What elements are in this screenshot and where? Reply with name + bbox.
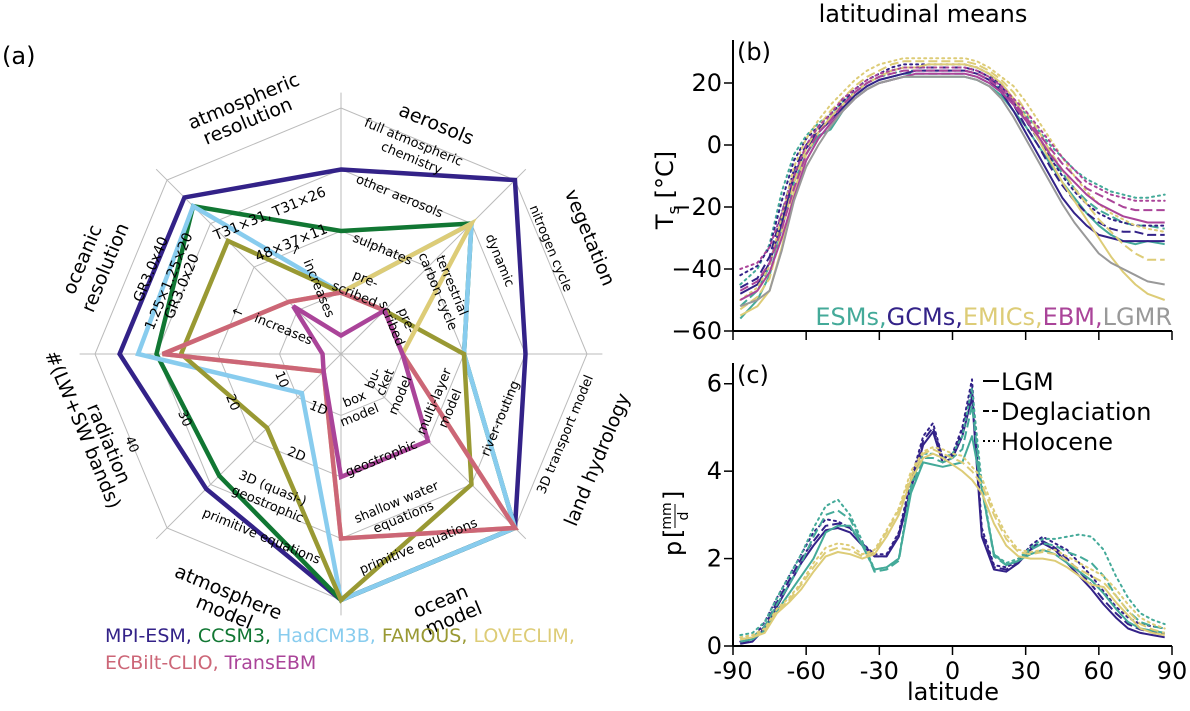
- radar-level-label: increases: [252, 311, 315, 349]
- series-line-emics-holocene: [739, 57, 1166, 301]
- radar-polygon-transebm: [291, 304, 431, 481]
- x-tick-label: 90: [1157, 657, 1188, 685]
- resolution-annotation-ccsm3: T31×26: [270, 184, 329, 221]
- radar-level-label: 40: [121, 434, 141, 455]
- y-tick-label: 0: [707, 131, 722, 159]
- radar-level-label: sulphates: [350, 231, 414, 269]
- legend-row: MPI-ESM, CCSM3, HadCM3B, FAMOUS, LOVECLI…: [105, 625, 575, 647]
- radar-legend: MPI-ESM, CCSM3, HadCM3B, FAMOUS, LOVECLI…: [105, 625, 575, 674]
- radar-level-label: ↑: [287, 242, 303, 260]
- y-axis-label-symbol: T: [651, 214, 679, 230]
- x-tick-label: 60: [1084, 657, 1115, 685]
- y-axis-label-unit: [°C]: [651, 151, 679, 206]
- radar-level-label: 10: [271, 369, 291, 390]
- legend-item-gcms: GCMs,: [887, 303, 963, 331]
- series-line-lgmr: [739, 75, 1165, 308]
- resolution-annotation-famous: 48×37×11: [253, 221, 330, 265]
- series-line-esms-lgm: [740, 435, 1165, 643]
- series-line-ebm-deglaciation: [739, 69, 1165, 292]
- y-tick-label: −40: [671, 255, 722, 283]
- radar-spoke: [155, 353, 342, 540]
- x-axis-label: latitude: [907, 678, 999, 706]
- y-axis-label: Ts [°C]: [651, 151, 683, 230]
- legend-item-transebm: TransEBM: [219, 652, 317, 674]
- y-axis-label-numerator: mm: [659, 502, 675, 529]
- panel-a-label: (a): [2, 42, 35, 70]
- panel-label: (c): [737, 361, 769, 389]
- x-tick-label: 30: [1010, 657, 1041, 685]
- radar-level-label: 1D: [307, 398, 330, 419]
- radar-level-label: ←: [229, 304, 245, 322]
- series-line-gcms-lgm: [739, 69, 1165, 295]
- legend-row: ECBilt-CLIO, TransEBM: [105, 652, 316, 674]
- radar-level-label: other aerosols: [354, 172, 446, 221]
- legend: ESMs,GCMs,EMICs,EBM,LGMR: [815, 303, 1172, 331]
- legend-item-ccsm3: CCSM3,: [192, 625, 271, 647]
- legend-item-loveclim: LOVECLIM,: [467, 625, 574, 647]
- series-line-gcms-deglaciation: [740, 387, 1165, 645]
- series-line-ebm-holocene: [739, 66, 1166, 270]
- radar-level-label: 2D: [285, 444, 308, 465]
- radar-spoke: [340, 168, 527, 355]
- legend-item-ebm: EBM,: [1043, 303, 1103, 331]
- legend-item-ecbilt-clio: ECBilt-CLIO,: [105, 652, 219, 674]
- precipitation-chart: 0 2 4 6 -90 -60 -30 0 30 60 90 (c) LGMDeglaciationHo…: [659, 361, 1187, 706]
- radar-level-label: 20: [222, 392, 242, 413]
- legend-item-mpi-esm: MPI-ESM,: [105, 625, 192, 647]
- series-line-emics-deglaciation: [740, 448, 1165, 641]
- y-tick-label: −60: [671, 317, 722, 345]
- series-line-esms-lgm: [739, 75, 1165, 320]
- series-line-emics-deglaciation: [739, 60, 1165, 311]
- y-axis-label: p [mm d]: [659, 491, 692, 556]
- y-tick-label: 20: [691, 69, 722, 97]
- y-axis-label-symbol: p: [659, 541, 687, 556]
- legend-item-lgm: LGM: [1001, 368, 1054, 396]
- y-tick-label: 4: [707, 457, 722, 485]
- x-tick-label: 0: [945, 657, 960, 685]
- y-tick-label: 6: [707, 370, 722, 398]
- x-tick-label: -60: [787, 657, 826, 685]
- radar-level-label: 30: [174, 408, 194, 429]
- legend-item-holocene: Holocene: [1001, 428, 1113, 456]
- y-tick-label: −20: [671, 193, 722, 221]
- radar-level-label: nitrogen cycle: [526, 203, 575, 294]
- x-tick-label: -30: [860, 657, 899, 685]
- panel-label: (b): [737, 38, 771, 66]
- radar-model-polygons: [117, 167, 528, 604]
- radar-level-label: geostrophic: [344, 437, 420, 480]
- legend-item-hadcm3b: HadCM3B,: [271, 625, 376, 647]
- y-axis-label-denominator: d: [676, 512, 692, 521]
- y-axis-label-bracket-close: ]: [659, 491, 687, 500]
- y-tick-label: 0: [707, 632, 722, 660]
- radar-spoke: [340, 353, 527, 540]
- series-line-ebm-lgm: [739, 72, 1165, 301]
- temperature-chart: −60 −40 −20 0 20 (b) ESMs,GCMs,EMICs,EBM,LGMR T…: [651, 38, 1173, 345]
- y-axis-label-bracket-open: [: [659, 529, 687, 538]
- y-axis-label-sub: s: [664, 206, 683, 214]
- radar-spoke: [155, 168, 342, 355]
- legend-item-deglaciation: Deglaciation: [1001, 398, 1151, 426]
- y-tick-label: 2: [707, 545, 722, 573]
- series-line-esms-holocene: [739, 69, 1166, 286]
- legend-item-famous: FAMOUS,: [376, 625, 468, 647]
- legend-item-esms: ESMs,: [815, 303, 886, 331]
- legend-item-lgmr: LGMR: [1103, 303, 1172, 331]
- radar-polygon-famous: [178, 237, 474, 604]
- legend-item-emics: EMICs,: [963, 303, 1043, 331]
- supertitle: latitudinal means: [819, 0, 1028, 28]
- series-line-emics-holocene: [739, 446, 1166, 639]
- series-line-emics-lgm: [740, 452, 1165, 641]
- x-tick-label: -90: [713, 657, 752, 685]
